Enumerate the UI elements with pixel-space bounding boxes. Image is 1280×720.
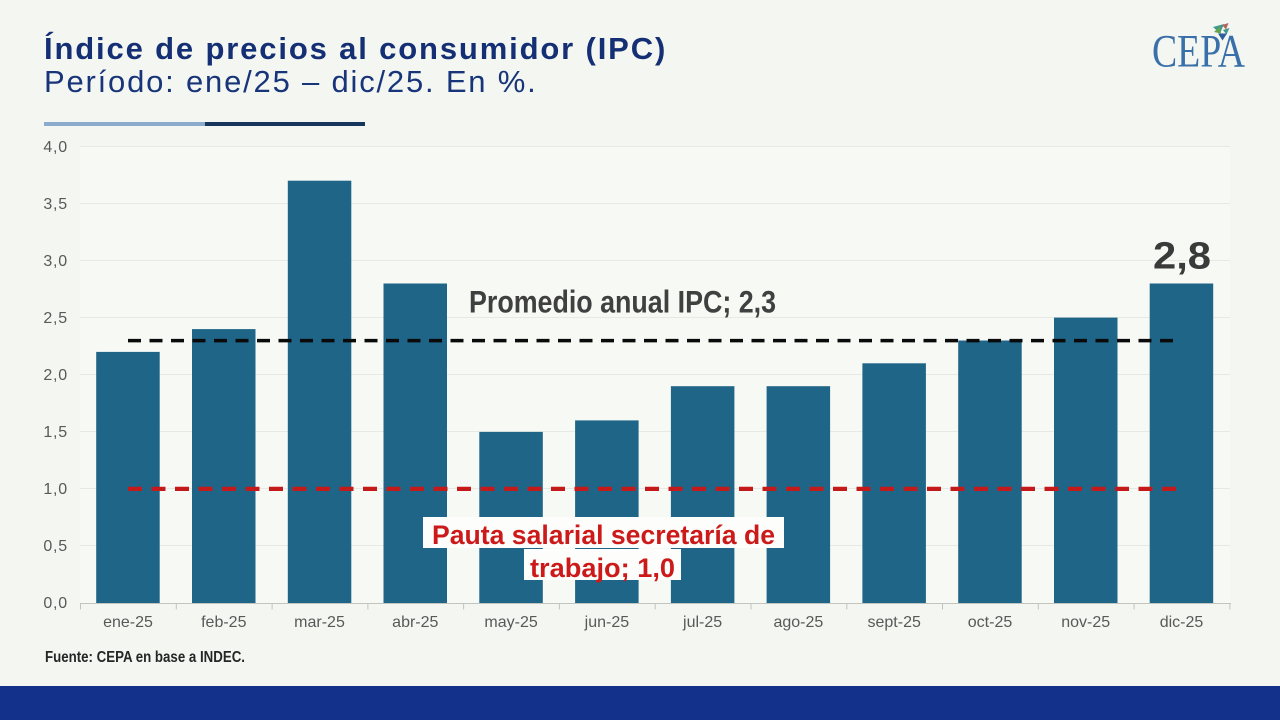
svg-text:2,0: 2,0	[43, 367, 68, 384]
svg-text:dic-25: dic-25	[1160, 614, 1204, 631]
svg-text:0,5: 0,5	[43, 538, 68, 555]
svg-text:jun-25: jun-25	[584, 614, 630, 631]
svg-text:sept-25: sept-25	[868, 614, 921, 631]
svg-text:may-25: may-25	[484, 614, 537, 631]
svg-text:mar-25: mar-25	[294, 614, 345, 631]
svg-text:3,0: 3,0	[43, 253, 68, 270]
svg-text:Pauta salarial secretaría de: Pauta salarial secretaría de	[432, 520, 775, 550]
svg-text:4,0: 4,0	[43, 139, 68, 156]
svg-text:nov-25: nov-25	[1061, 614, 1110, 631]
svg-text:trabajo; 1,0: trabajo; 1,0	[530, 553, 675, 583]
svg-text:jul-25: jul-25	[682, 614, 722, 631]
svg-text:1,0: 1,0	[43, 481, 68, 498]
svg-text:0,0: 0,0	[43, 595, 68, 612]
svg-text:CEPA: CEPA	[1152, 26, 1245, 78]
svg-text:2,5: 2,5	[43, 310, 68, 327]
svg-text:3,5: 3,5	[43, 196, 68, 213]
svg-text:1,5: 1,5	[43, 424, 68, 441]
svg-text:2,8: 2,8	[1153, 236, 1211, 278]
svg-text:oct-25: oct-25	[968, 614, 1013, 631]
svg-text:ene-25: ene-25	[103, 614, 153, 631]
svg-text:Promedio anual IPC; 2,3: Promedio anual IPC; 2,3	[469, 285, 776, 320]
svg-text:abr-25: abr-25	[392, 614, 438, 631]
svg-text:feb-25: feb-25	[201, 614, 246, 631]
svg-text:ago-25: ago-25	[773, 614, 823, 631]
